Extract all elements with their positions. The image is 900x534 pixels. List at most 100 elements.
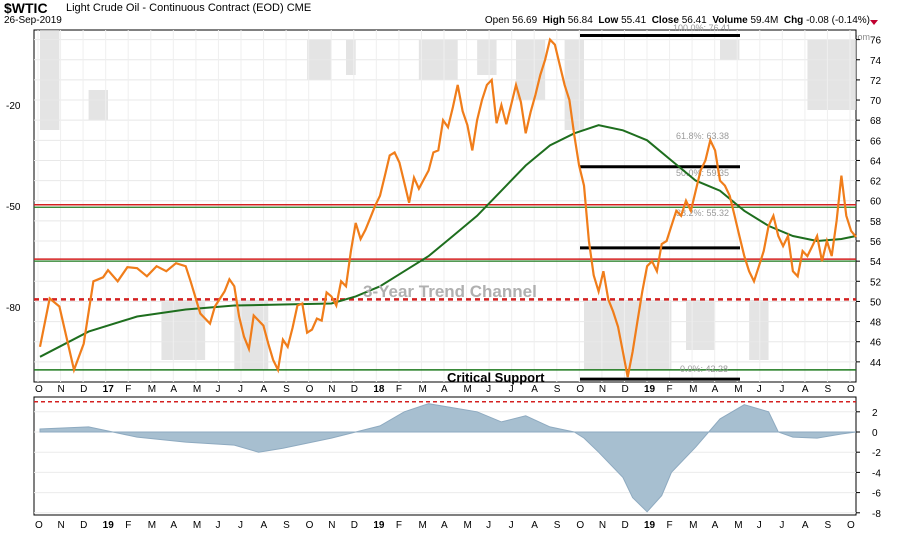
ind-x-tick-label-5: M bbox=[148, 520, 156, 531]
ind-x-tick-label-7: M bbox=[193, 520, 201, 531]
ind-x-tick-label-35: S bbox=[824, 520, 831, 531]
ind-x-tick-label-14: D bbox=[351, 520, 358, 531]
x-tick-label-4: F bbox=[125, 384, 131, 395]
down-arrow-icon bbox=[870, 20, 878, 25]
ind-right-tick-label--6: -6 bbox=[872, 489, 881, 500]
grid-lines bbox=[34, 30, 856, 382]
right-tick-label-52: 52 bbox=[870, 277, 882, 288]
volume-value: 59.4M bbox=[750, 15, 779, 26]
ind-x-tick-label-27: 19 bbox=[644, 520, 656, 531]
exchange-text: CME bbox=[286, 2, 312, 14]
right-tick-label-72: 72 bbox=[870, 76, 882, 87]
moving-average-line bbox=[39, 124, 857, 358]
ind-x-tick-label-11: S bbox=[283, 520, 290, 531]
ind-x-tick-label-25: N bbox=[599, 520, 606, 531]
shading-band-10 bbox=[584, 300, 672, 370]
ind-x-tick-label-34: A bbox=[802, 520, 809, 531]
x-tick-label-12: O bbox=[306, 384, 314, 395]
x-tick-label-9: J bbox=[238, 384, 243, 395]
ind-x-tick-label-31: M bbox=[734, 520, 742, 531]
indicator-right-axis: 2 0 -2 -4 -6 -8 bbox=[856, 408, 881, 520]
close-value: 56.41 bbox=[681, 15, 707, 26]
right-tick-label-60: 60 bbox=[870, 197, 882, 208]
high-label: High bbox=[542, 15, 565, 26]
trend-channel-label: 3-Year Trend Channel bbox=[363, 282, 537, 301]
x-tick-label-23: S bbox=[554, 384, 561, 395]
fib-382-label: 38.2%: 55.32 bbox=[676, 208, 729, 218]
indicator-panel: 2 0 -2 -4 -6 -8 O N D 19 F M A M J J A S O N D 19 F M A M J J A S O N D… bbox=[33, 396, 881, 531]
right-tick-label-44: 44 bbox=[870, 358, 882, 369]
right-tick-label-76: 76 bbox=[870, 36, 882, 47]
ind-x-tick-label-20: J bbox=[486, 520, 491, 531]
right-tick-label-56: 56 bbox=[870, 237, 882, 248]
low-value: 55.41 bbox=[621, 15, 647, 26]
x-tick-label-21: J bbox=[509, 384, 514, 395]
x-tick-label-28: F bbox=[667, 384, 673, 395]
left-tick-label--80: -80 bbox=[6, 303, 21, 314]
right-tick-label-68: 68 bbox=[870, 116, 882, 127]
right-tick-label-74: 74 bbox=[870, 56, 882, 67]
fib-618-label: 61.8%: 63.38 bbox=[676, 131, 729, 141]
shading-band-14 bbox=[807, 40, 856, 110]
right-tick-label-58: 58 bbox=[870, 217, 882, 228]
ind-right-tick-label-0: 0 bbox=[872, 428, 878, 439]
critical-support-label: Critical Support bbox=[447, 370, 545, 385]
ind-x-tick-label-24: O bbox=[576, 520, 584, 531]
ind-x-tick-label-22: A bbox=[531, 520, 538, 531]
ind-x-tick-label-26: D bbox=[621, 520, 628, 531]
indicator-x-axis: O N D 19 F M A M J J A S O N D 19 F M A M J J A S O N D 19 F M A M J J A S O bbox=[35, 520, 855, 531]
x-tick-label-6: A bbox=[170, 384, 177, 395]
ind-x-tick-label-9: J bbox=[238, 520, 243, 531]
x-tick-label-25: N bbox=[599, 384, 606, 395]
x-tick-label-27: 19 bbox=[644, 384, 656, 395]
ind-right-tick-label--2: -2 bbox=[872, 448, 881, 459]
ind-x-tick-label-33: J bbox=[779, 520, 784, 531]
left-tick-label--20: -20 bbox=[6, 101, 21, 112]
chg-label: Chg bbox=[783, 15, 804, 26]
high-value: 56.84 bbox=[567, 15, 593, 26]
shading-band-11 bbox=[686, 300, 716, 350]
date-label: 26-Sep-2019 bbox=[4, 15, 62, 26]
x-tick-label-16: F bbox=[396, 384, 402, 395]
ind-x-tick-label-21: J bbox=[509, 520, 514, 531]
price-panel: 100.0%: 76.41 61.8%: 63.38 50.0%: 59.35 … bbox=[6, 23, 882, 395]
ind-x-tick-label-15: 19 bbox=[373, 520, 385, 531]
ind-x-tick-label-18: A bbox=[441, 520, 448, 531]
x-tick-label-35: S bbox=[824, 384, 831, 395]
x-tick-label-1: N bbox=[58, 384, 65, 395]
x-tick-label-34: A bbox=[802, 384, 809, 395]
shading-band-8 bbox=[516, 40, 546, 100]
x-tick-label-14: D bbox=[351, 384, 358, 395]
ind-x-tick-label-1: N bbox=[58, 520, 65, 531]
description-label: Light Crude Oil - Continuous Contract (E… bbox=[66, 2, 311, 14]
ind-x-tick-label-4: F bbox=[125, 520, 131, 531]
shading-band-1 bbox=[88, 90, 108, 120]
x-tick-label-29: M bbox=[689, 384, 697, 395]
x-tick-label-17: M bbox=[418, 384, 426, 395]
ind-right-tick-label--8: -8 bbox=[872, 509, 881, 520]
open-label: Open bbox=[484, 15, 510, 26]
ind-x-tick-label-29: M bbox=[689, 520, 697, 531]
fib-50-label: 50.0%: 59.35 bbox=[676, 168, 729, 178]
ind-x-tick-label-13: N bbox=[328, 520, 335, 531]
ohlc-stats: Open 56.69 High 56.84 Low 55.41 Close 56… bbox=[485, 15, 870, 26]
shading-band-7 bbox=[477, 40, 497, 75]
horizontal-levels bbox=[34, 204, 856, 371]
x-tick-label-24: O bbox=[576, 384, 584, 395]
ind-x-tick-label-30: A bbox=[712, 520, 719, 531]
price-line bbox=[38, 37, 857, 378]
x-tick-label-36: O bbox=[847, 384, 855, 395]
ind-x-tick-label-3: 19 bbox=[103, 520, 115, 531]
x-tick-label-20: J bbox=[486, 384, 491, 395]
ind-x-tick-label-10: A bbox=[261, 520, 268, 531]
description-text: Light Crude Oil - Continuous Contract (E… bbox=[66, 2, 284, 14]
shading-band-13 bbox=[749, 300, 769, 360]
x-tick-label-30: A bbox=[712, 384, 719, 395]
ind-x-tick-label-17: M bbox=[418, 520, 426, 531]
x-tick-label-13: N bbox=[328, 384, 335, 395]
x-tick-label-33: J bbox=[779, 384, 784, 395]
ind-x-tick-label-8: J bbox=[215, 520, 220, 531]
shading-band-5 bbox=[346, 40, 356, 75]
x-tick-label-2: D bbox=[80, 384, 87, 395]
